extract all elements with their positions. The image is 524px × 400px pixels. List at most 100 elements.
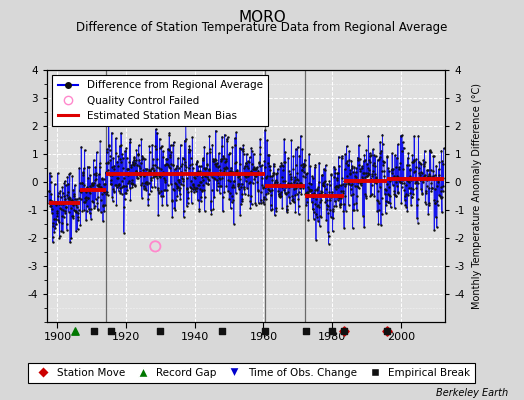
Point	[293, 144, 302, 150]
Point	[374, 221, 383, 227]
Point	[100, 176, 108, 182]
Point	[152, 126, 160, 132]
Point	[362, 147, 370, 154]
Point	[417, 161, 425, 167]
Point	[71, 208, 80, 214]
Point	[48, 210, 56, 216]
Point	[225, 150, 234, 156]
Point	[263, 173, 271, 180]
Point	[150, 184, 159, 190]
Point	[243, 151, 251, 157]
Point	[84, 206, 93, 212]
Point	[353, 192, 362, 199]
Point	[302, 328, 311, 334]
Point	[137, 180, 146, 186]
Point	[359, 170, 367, 176]
Point	[360, 224, 368, 230]
Point	[93, 182, 101, 188]
Point	[315, 204, 324, 210]
Point	[244, 165, 253, 172]
Point	[303, 194, 311, 200]
Point	[147, 177, 155, 183]
Point	[207, 207, 215, 214]
Point	[402, 176, 410, 182]
Point	[181, 162, 190, 168]
Point	[79, 169, 88, 175]
Point	[358, 176, 367, 182]
Point	[409, 186, 418, 192]
Point	[47, 203, 56, 210]
Point	[51, 199, 59, 206]
Point	[51, 198, 59, 205]
Point	[170, 180, 179, 186]
Point	[207, 198, 215, 204]
Point	[300, 156, 309, 163]
Point	[399, 177, 407, 183]
Point	[192, 185, 200, 192]
Point	[171, 181, 180, 188]
Point	[231, 141, 239, 148]
Point	[304, 185, 313, 192]
Point	[91, 177, 99, 184]
Point	[274, 182, 282, 189]
Point	[244, 192, 253, 198]
Point	[363, 173, 371, 180]
Point	[407, 184, 416, 191]
Point	[308, 173, 316, 180]
Point	[206, 149, 214, 155]
Point	[87, 185, 95, 191]
Point	[225, 196, 233, 202]
Point	[377, 222, 385, 228]
Point	[165, 164, 173, 170]
Point	[66, 195, 74, 201]
Point	[255, 160, 263, 166]
Point	[276, 162, 285, 169]
Point	[432, 183, 441, 189]
Point	[287, 173, 295, 180]
Point	[91, 203, 99, 209]
Point	[118, 151, 126, 158]
Point	[331, 198, 339, 205]
Point	[74, 207, 83, 213]
Point	[320, 178, 329, 184]
Point	[286, 200, 294, 206]
Point	[146, 168, 154, 174]
Point	[267, 202, 275, 208]
Point	[351, 177, 359, 184]
Point	[317, 214, 325, 220]
Point	[127, 180, 135, 186]
Point	[299, 173, 307, 179]
Point	[246, 168, 255, 175]
Point	[362, 194, 370, 201]
Point	[167, 180, 175, 187]
Point	[210, 194, 219, 200]
Point	[164, 162, 172, 168]
Point	[183, 200, 192, 206]
Point	[51, 225, 60, 231]
Point	[70, 192, 79, 199]
Point	[197, 178, 205, 185]
Point	[162, 202, 171, 208]
Point	[415, 170, 423, 176]
Legend: Difference from Regional Average, Quality Control Failed, Estimated Station Mean: Difference from Regional Average, Qualit…	[52, 75, 268, 126]
Point	[208, 174, 216, 180]
Point	[94, 206, 102, 213]
Point	[176, 190, 184, 197]
Point	[192, 188, 200, 194]
Point	[165, 147, 173, 154]
Point	[212, 127, 220, 134]
Point	[72, 202, 81, 208]
Point	[212, 156, 220, 163]
Point	[194, 182, 202, 188]
Point	[81, 195, 89, 201]
Point	[272, 170, 281, 177]
Point	[322, 196, 331, 203]
Point	[115, 181, 123, 187]
Point	[343, 173, 352, 180]
Point	[92, 170, 101, 176]
Point	[211, 161, 219, 167]
Point	[353, 207, 361, 213]
Point	[120, 204, 128, 210]
Point	[227, 193, 236, 199]
Point	[314, 184, 322, 190]
